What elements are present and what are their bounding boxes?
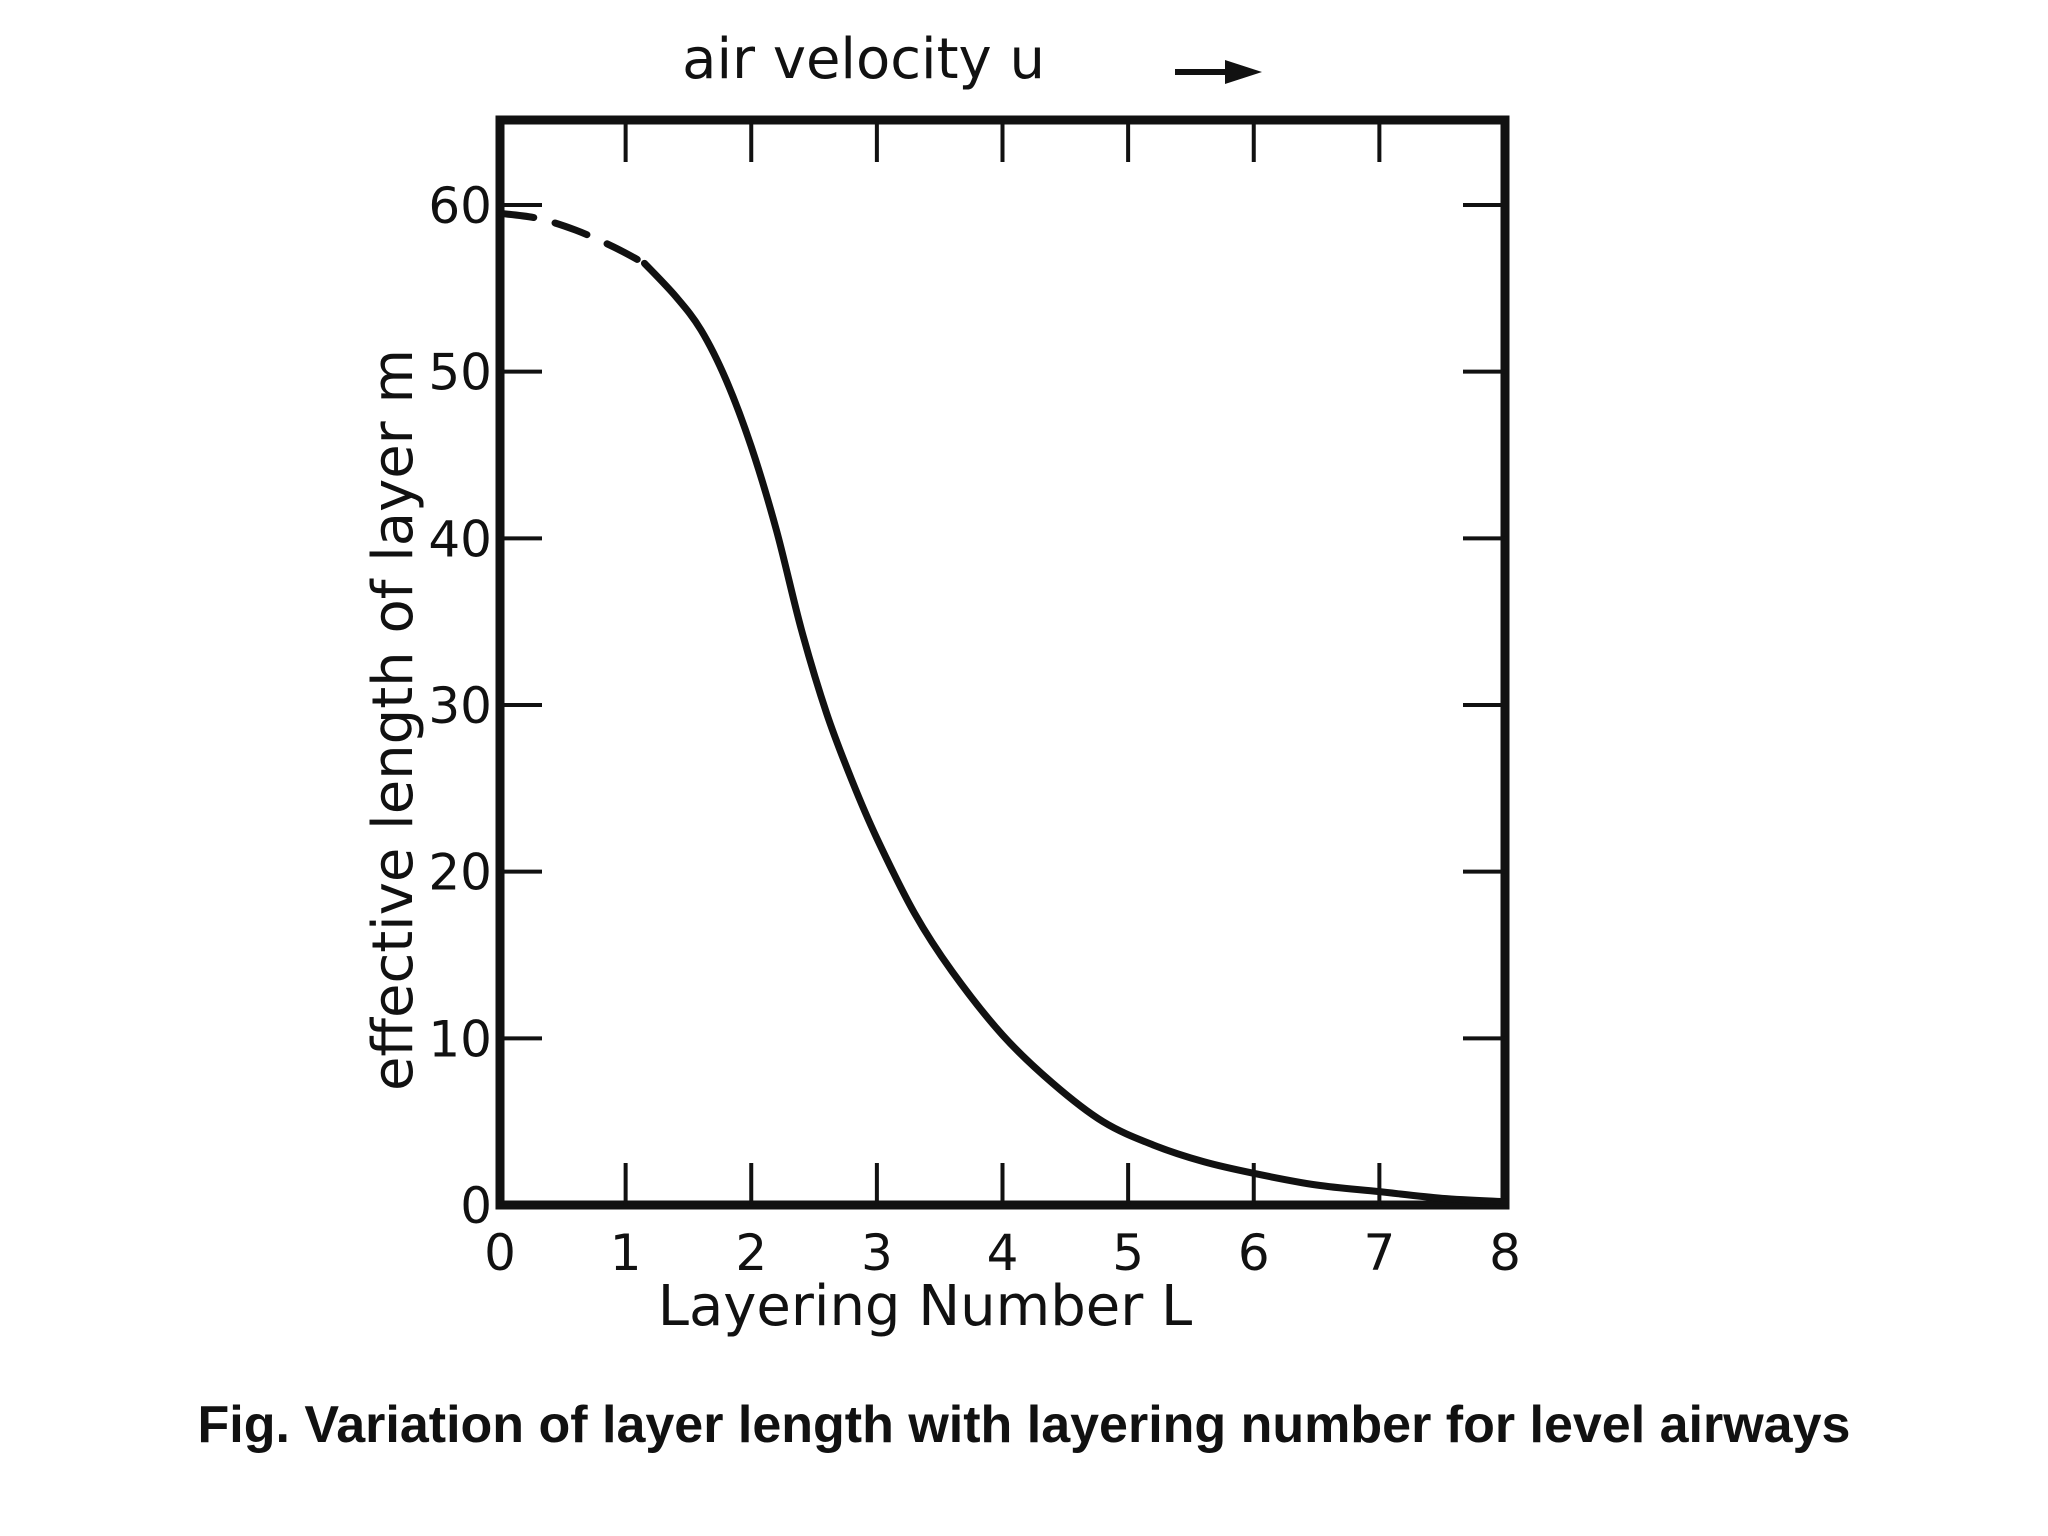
y-tick-label: 0 bbox=[460, 1177, 492, 1235]
x-tick-label: 7 bbox=[1363, 1224, 1395, 1282]
figure-caption: Fig. Variation of layer length with laye… bbox=[197, 1396, 1851, 1454]
data-series bbox=[496, 209, 1509, 1206]
dashed-curve bbox=[496, 209, 648, 267]
y-tick-label: 50 bbox=[428, 344, 492, 402]
x-tick-label: 0 bbox=[484, 1224, 516, 1282]
y-tick-label: 40 bbox=[428, 510, 492, 568]
x-axis-label: Layering Number L bbox=[658, 1274, 1193, 1339]
x-tick-label: 4 bbox=[987, 1224, 1019, 1282]
x-tick-label: 1 bbox=[610, 1224, 642, 1282]
axis-ticks bbox=[500, 120, 1505, 1205]
plot-border bbox=[495, 115, 1510, 1210]
plot-frame bbox=[495, 115, 1510, 1210]
solid-curve bbox=[640, 259, 1509, 1206]
x-tick-label: 5 bbox=[1112, 1224, 1144, 1282]
x-tick-label: 6 bbox=[1238, 1224, 1270, 1282]
x-tick-label: 3 bbox=[861, 1224, 893, 1282]
tick-labels: 0 1 2 3 4 5 6 7 8 0 10 20 30 40 50 60 bbox=[428, 177, 1521, 1282]
x-tick-label: 8 bbox=[1489, 1224, 1521, 1282]
x-tick-label: 2 bbox=[735, 1224, 767, 1282]
y-tick-label: 30 bbox=[428, 677, 492, 735]
y-tick-label: 20 bbox=[428, 844, 492, 902]
top-axis-label: air velocity u bbox=[682, 27, 1045, 92]
y-axis-label: effective length of layer m bbox=[361, 349, 426, 1091]
arrow-right-icon bbox=[1175, 60, 1262, 84]
y-tick-label: 60 bbox=[428, 177, 492, 235]
y-tick-label: 10 bbox=[428, 1010, 492, 1068]
